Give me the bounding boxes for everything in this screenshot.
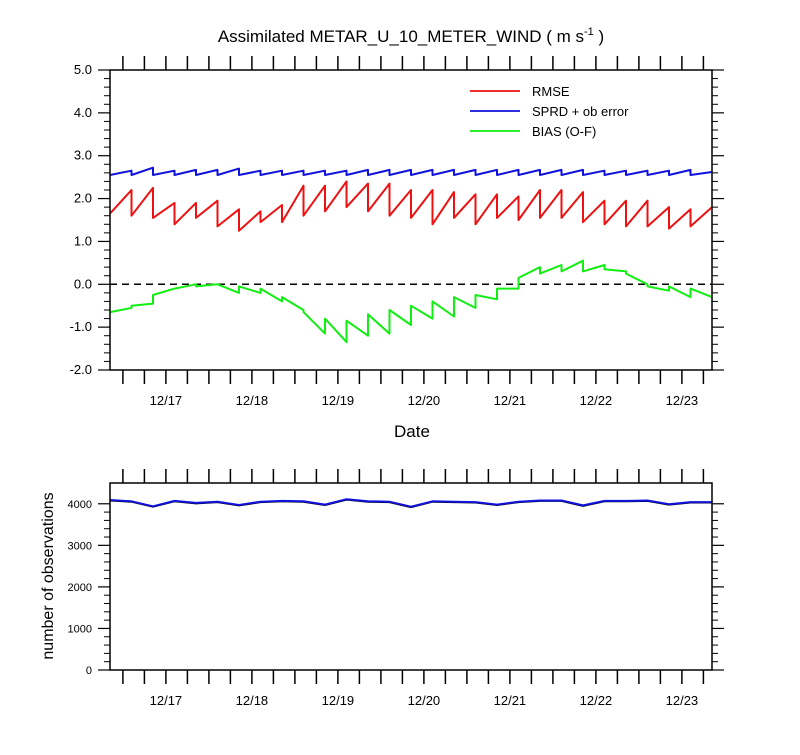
top-chart-series-bias-o-f [109,259,713,344]
bottom-chart-xtick-label: 12/17 [150,693,183,708]
top-chart-series-rmse [109,180,713,232]
bottom-chart-ytick-label: 1000 [68,623,92,635]
top-chart-ytick-label: 1.0 [74,233,92,248]
chart-title-exponent: -1 [584,26,594,38]
chart-title: Assimilated METAR_U_10_METER_WIND ( m s-… [218,26,604,46]
legend-label-sprd: SPRD + ob error [532,104,629,119]
top-chart-axes: -2.0 -1.0 0.0 1.0 2.0 3.0 4.0 5.0 12/17 12/18 12/1… [70,56,724,408]
top-chart-xlabel: Date [394,422,430,441]
bottom-chart-ytick-label: 2000 [68,582,92,594]
top-chart-xtick-label: 12/19 [322,393,355,408]
legend-label-rmse: RMSE [532,84,570,99]
top-chart-ytick-label: 5.0 [74,62,92,77]
top-chart-legend: RMSE SPRD + ob error BIAS (O-F) [470,84,629,139]
top-chart-ytick-label: 3.0 [74,148,92,163]
top-chart-xtick-label: 12/23 [666,393,699,408]
bottom-chart-xtick-label: 12/19 [322,693,355,708]
chart-title-close: ) [594,27,604,46]
bottom-chart-ylabel: number of observations [40,492,57,659]
bottom-chart-series [109,498,712,509]
top-chart-series [109,166,713,344]
bottom-chart-axes: 0 1000 2000 3000 4000 12/17 12/18 12/19 12/20 12/… [68,469,724,708]
top-chart-series-sprd-ob-error [109,166,713,176]
top-chart-xtick-label: 12/17 [150,393,183,408]
bottom-chart-xtick-label: 12/22 [580,693,613,708]
top-chart-frame [109,69,713,371]
bottom-chart-frame [109,482,713,671]
top-chart-ytick-label: 2.0 [74,191,92,206]
bottom-chart-series-possible [109,498,712,508]
top-chart-ytick-label: 0.0 [74,276,92,291]
top-chart-xtick-label: 12/18 [236,393,269,408]
chart-title-text: Assimilated METAR_U_10_METER_WIND ( m s [218,27,584,46]
bottom-chart-xtick-label: 12/23 [666,693,699,708]
top-chart-ytick-label: -1.0 [70,319,92,334]
bottom-chart-xtick-label: 12/18 [236,693,269,708]
top-chart-xtick-label: 12/22 [580,393,613,408]
top-chart-ytick-label: -2.0 [70,362,92,377]
bottom-chart-ytick-label: 3000 [68,540,92,552]
bottom-chart-ytick-label: 0 [86,665,92,677]
top-chart-ytick-label: 4.0 [74,105,92,120]
bottom-chart-xtick-label: 12/21 [494,693,527,708]
bottom-chart-xtick-label: 12/20 [408,693,441,708]
bottom-chart-ytick-label: 4000 [68,499,92,511]
top-chart-xtick-label: 12/21 [494,393,527,408]
legend-label-bias: BIAS (O-F) [532,124,596,139]
top-chart-xtick-label: 12/20 [408,393,441,408]
